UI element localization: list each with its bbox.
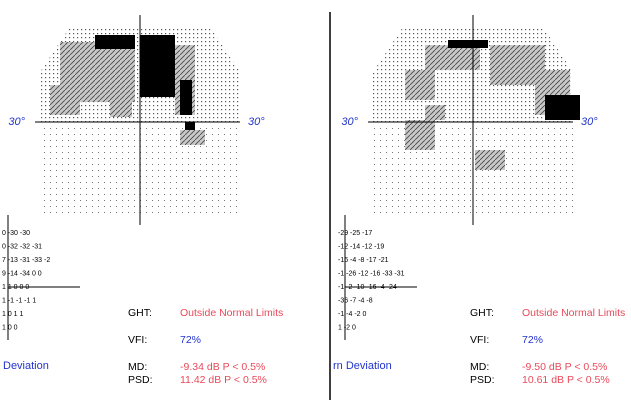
field-defect — [448, 40, 488, 48]
field-defect — [405, 120, 435, 150]
index-label: VFI: — [470, 334, 489, 346]
field-defect — [425, 105, 445, 120]
index-label: MD: — [128, 361, 147, 373]
deviation-row: 1 -1 -1 -1 1 — [2, 297, 36, 304]
index-value: 10.61 dB P < 0.5% — [522, 374, 610, 386]
axis-label: 30° — [8, 116, 25, 128]
field-defect — [95, 35, 135, 49]
index-label: VFI: — [128, 334, 147, 346]
field-defect — [475, 150, 505, 170]
field-defect — [180, 130, 205, 145]
field-defect — [140, 35, 175, 97]
index-value: -9.50 dB P < 0.5% — [522, 361, 607, 373]
field-defect — [425, 45, 480, 70]
index-label: GHT: — [128, 307, 152, 319]
deviation-row: 1 -2 0 — [338, 324, 356, 331]
deviation-row: -1 -4 -2 0 — [338, 311, 367, 318]
index-value: Outside Normal Limits — [180, 307, 283, 319]
index-value: -9.34 dB P < 0.5% — [180, 361, 265, 373]
deviation-row: -12 -14 -12 -19 — [338, 243, 384, 250]
deviation-row: -36 -7 -4 -8 — [338, 297, 373, 304]
field-defect — [180, 80, 192, 115]
index-label: MD: — [470, 361, 489, 373]
deviation-row: 1 0 1 1 — [2, 311, 24, 318]
field-defect — [50, 85, 80, 115]
index-label: PSD: — [128, 374, 153, 386]
deviation-row: 1 0 0 — [2, 324, 18, 331]
deviation-label: rn Deviation — [333, 360, 392, 372]
axis-label: 30° — [341, 116, 358, 128]
deviation-row: -1 -26 -12 -16 -33 -31 — [338, 270, 405, 277]
deviation-row: 0 -30 -30 — [2, 230, 30, 237]
index-value: 72% — [180, 334, 201, 346]
field-defect — [110, 95, 132, 117]
deviation-label: Deviation — [3, 360, 49, 372]
deviation-row: 9 -14 -34 0 0 — [2, 270, 42, 277]
deviation-row: -1 -2 -10 -16 -4 -24 — [338, 284, 397, 291]
deviation-row: -29 -25 -17 — [338, 230, 372, 237]
deviation-row: 0 -32 -32 -31 — [2, 243, 42, 250]
field-defect — [545, 95, 580, 120]
field-defect — [405, 70, 435, 100]
index-value: 11.42 dB P < 0.5% — [180, 374, 267, 386]
index-label: PSD: — [470, 374, 495, 386]
index-value: 72% — [522, 334, 543, 346]
axis-label: 30° — [581, 116, 598, 128]
deviation-row: 1 1 0 0 0 — [2, 284, 29, 291]
index-value: Outside Normal Limits — [522, 307, 625, 319]
axis-label: 30° — [248, 116, 265, 128]
index-label: GHT: — [470, 307, 494, 319]
deviation-row: 7 -13 -31 -33 -2 — [2, 257, 50, 264]
deviation-row: -16 -4 -8 -17 -21 — [338, 257, 389, 264]
